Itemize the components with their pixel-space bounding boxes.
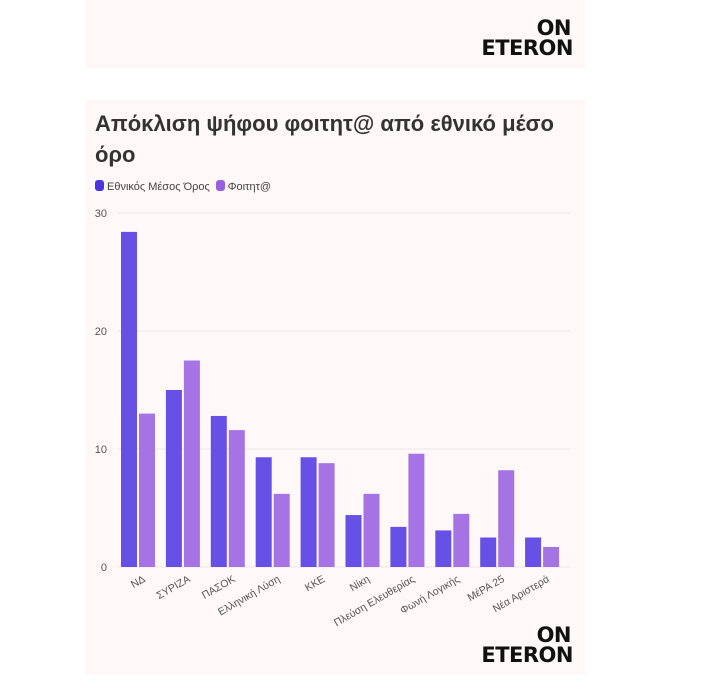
legend-item-national[interactable]: Εθνικός Μέσος Όρος xyxy=(95,180,210,193)
logo-line-1: ON xyxy=(536,16,572,40)
legend-label: Φοιτητ@ xyxy=(227,181,272,193)
legend: Εθνικός Μέσος Όρος Φοιτητ@ xyxy=(95,180,271,193)
x-tick-label: ΝΔ xyxy=(129,573,148,591)
bar xyxy=(345,515,362,567)
y-tick-label: 30 xyxy=(95,208,107,220)
bar xyxy=(435,530,452,567)
legend-label: Εθνικός Μέσος Όρος xyxy=(107,181,210,193)
bar xyxy=(498,470,515,567)
y-tick-label: 10 xyxy=(95,444,107,456)
bar xyxy=(121,231,137,567)
eteron-logo: ON ETERON xyxy=(481,16,573,60)
bar xyxy=(183,360,200,567)
bar xyxy=(453,513,470,567)
logo-line-2: ETERON xyxy=(481,643,573,667)
bar xyxy=(210,415,227,567)
y-tick-label: 0 xyxy=(101,562,107,574)
logo-line-2: ETERON xyxy=(481,36,573,60)
bar xyxy=(408,453,425,567)
legend-swatch xyxy=(95,180,104,191)
y-tick-label: 20 xyxy=(95,326,107,338)
bar xyxy=(255,457,272,567)
bar xyxy=(525,537,542,567)
bar xyxy=(318,463,335,567)
bar xyxy=(480,537,497,567)
eteron-logo-bottom: ON ETERON xyxy=(481,623,573,667)
bar xyxy=(300,457,317,567)
bar xyxy=(165,390,182,567)
chart-title: Απόκλιση ψήφου φοιτητ@ από εθνικό μέσο ό… xyxy=(95,111,554,167)
bar xyxy=(228,430,245,567)
x-tick-label: ΣΥΡΙΖΑ xyxy=(154,573,192,602)
bar xyxy=(543,546,560,567)
header-card: ON ETERON xyxy=(85,0,585,68)
x-tick-label: ΠΑΣΟΚ xyxy=(200,573,237,602)
x-tick-label: Πλεύση Ελευθερίας xyxy=(332,573,417,629)
legend-item-students[interactable]: Φοιτητ@ xyxy=(215,180,272,193)
bar xyxy=(390,526,407,567)
logo-line-1: ON xyxy=(536,623,572,647)
x-tick-label: Νίκη xyxy=(348,573,372,594)
bar xyxy=(139,413,155,567)
x-tick-label: ΚΚΕ xyxy=(303,573,327,594)
bar xyxy=(363,493,380,567)
chart-card: Απόκλιση ψήφου φοιτητ@ από εθνικό μέσο ό… xyxy=(85,100,585,675)
bar xyxy=(273,493,290,567)
legend-swatch xyxy=(215,180,225,191)
